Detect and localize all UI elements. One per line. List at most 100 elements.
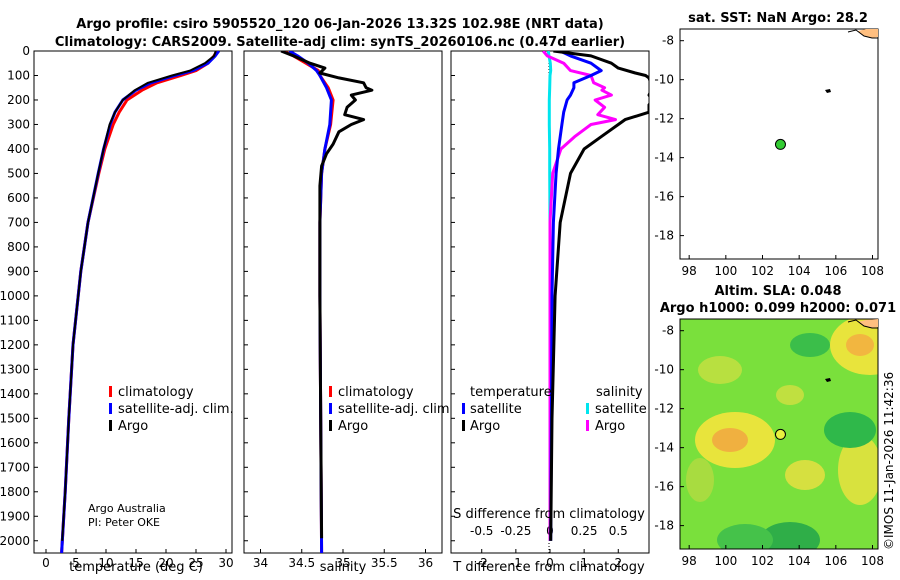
x-tick-label: -2 bbox=[476, 556, 488, 570]
legend-label-satellite: satellite-adj. clim. bbox=[338, 402, 454, 417]
map-lon-label: 102 bbox=[751, 554, 774, 568]
salinity-diff-tick-label: 0.25 bbox=[571, 524, 598, 538]
legend-label-temp-satellite: satellite bbox=[470, 402, 522, 417]
x-tick-label: 5 bbox=[72, 556, 80, 570]
sla-map-title-line2: Argo h1000: 0.099 h2000: 0.071 bbox=[660, 301, 896, 316]
x-tick-label: 15 bbox=[128, 556, 143, 570]
legend-swatch-satellite bbox=[109, 403, 112, 414]
map-lat-label: -10 bbox=[654, 363, 674, 377]
sal-argo-line bbox=[280, 51, 374, 539]
sst-map-axes: 98 100 102 104 106 108 -8 -10 -12 -14 -16 -18 bbox=[654, 34, 884, 278]
sal-diff-argo-line bbox=[542, 51, 617, 541]
temperature-lines bbox=[60, 51, 221, 553]
x-tick-label: 25 bbox=[188, 556, 203, 570]
legend-heading-temperature: temperature bbox=[470, 385, 552, 400]
salinity-legend: climatology satellite-adj. clim. Argo bbox=[329, 385, 454, 434]
depth-tick-label: 1000 bbox=[0, 289, 30, 303]
sla-patch bbox=[717, 524, 773, 549]
depth-tick-label: 0 bbox=[22, 44, 30, 58]
depth-tick-label: 800 bbox=[7, 240, 30, 254]
temperature-panel: 0100200300400500600700800900100011001200… bbox=[0, 44, 234, 575]
map-lat-label: -8 bbox=[662, 324, 674, 338]
legend-label-argo: Argo bbox=[118, 419, 148, 434]
legend-heading-salinity: salinity bbox=[596, 385, 643, 400]
x-tick-label: 35 bbox=[335, 556, 350, 570]
map-lat-label: -14 bbox=[654, 441, 674, 455]
sla-patch bbox=[686, 458, 714, 502]
salinity-panel: 34 34.5 35 35.5 36 salinity climatology sate… bbox=[243, 50, 454, 575]
temp-diff-argo-line bbox=[549, 51, 649, 541]
salinity-diff-tick-label: -0.5 bbox=[470, 524, 493, 538]
depth-tick-label: 1500 bbox=[0, 411, 30, 425]
difference-lines bbox=[542, 51, 649, 541]
legend-label-temp-argo: Argo bbox=[470, 419, 500, 434]
temperature-axis-label: temperature (deg C) bbox=[69, 560, 203, 575]
legend-swatch-temp-satellite bbox=[462, 403, 465, 414]
coastline bbox=[847, 319, 878, 329]
map-lon-label: 106 bbox=[824, 264, 847, 278]
sla-map-axes: 98 100 102 104 106 108 -8 -10 -12 -14 -16 -18 bbox=[654, 324, 884, 568]
salinity-diff-tick-label: 0.5 bbox=[609, 524, 628, 538]
map-lat-label: -16 bbox=[654, 480, 674, 494]
x-tick-label: 0 bbox=[42, 556, 50, 570]
depth-tick-label: 1800 bbox=[0, 485, 30, 499]
map-lon-label: 108 bbox=[861, 264, 884, 278]
sla-patch bbox=[846, 334, 874, 356]
x-tick-label: 34.5 bbox=[288, 556, 315, 570]
sla-patch bbox=[712, 428, 748, 452]
map-lon-label: 98 bbox=[682, 264, 697, 278]
profile-location-marker bbox=[774, 428, 786, 440]
sla-patch bbox=[785, 460, 825, 490]
legend-label-argo: Argo bbox=[338, 419, 368, 434]
depth-tick-label: 700 bbox=[7, 215, 30, 229]
sla-patch bbox=[838, 435, 878, 505]
coastline bbox=[847, 29, 878, 39]
difference-panel: -2 -1 0 1 2 -0.5 -0.25 0 0.25 0.5 T difference f… bbox=[450, 50, 650, 575]
salinity-lines bbox=[280, 51, 374, 553]
salinity-difference-axis-label: S difference from climatology bbox=[453, 507, 645, 522]
depth-tick-label: 1400 bbox=[0, 387, 30, 401]
x-tick-label: 10 bbox=[98, 556, 113, 570]
sst-map-panel: sat. SST: NaN Argo: 28.2 98 100 102 104 106 1… bbox=[654, 11, 884, 278]
temp-argo-line bbox=[61, 51, 217, 541]
map-lat-label: -8 bbox=[662, 34, 674, 48]
depth-tick-label: 300 bbox=[7, 117, 30, 131]
temp-diff-satellite-line bbox=[549, 51, 603, 541]
map-lat-label: -12 bbox=[654, 112, 674, 126]
profile-location-marker bbox=[774, 138, 786, 150]
temperature-legend: climatology satellite-adj. clim. Argo bbox=[109, 385, 234, 434]
depth-axis: 0 100 200 300 400 500 600 700 800 900 1000 1100 1200… bbox=[0, 44, 38, 548]
map-lat-label: -12 bbox=[654, 402, 674, 416]
difference-depth-ticks bbox=[451, 50, 455, 542]
map-lon-label: 98 bbox=[682, 554, 697, 568]
legend-label-sal-argo: Argo bbox=[595, 419, 625, 434]
x-tick-label: 1 bbox=[580, 556, 588, 570]
depth-tick-label: 600 bbox=[7, 191, 30, 205]
map-lon-label: 106 bbox=[824, 554, 847, 568]
sla-patch bbox=[760, 522, 820, 549]
temperature-axes-frame bbox=[33, 50, 233, 554]
temperature-x-axis: 0 5 10 15 20 25 30 bbox=[42, 549, 234, 570]
depth-tick-label: 2000 bbox=[0, 534, 30, 548]
difference-legend-temperature: temperature satellite Argo bbox=[462, 385, 552, 434]
legend-label-climatology: climatology bbox=[338, 385, 414, 400]
x-tick-label: 35.5 bbox=[371, 556, 398, 570]
depth-tick-label: 1300 bbox=[0, 362, 30, 376]
salinity-x-axis: 34 34.5 35 35.5 36 bbox=[253, 549, 433, 570]
legend-label-sal-satellite: satellite bbox=[595, 402, 647, 417]
legend-swatch-climatology bbox=[109, 386, 112, 397]
sla-map-title-line1: Altim. SLA: 0.048 bbox=[715, 284, 842, 299]
x-tick-label: 30 bbox=[218, 556, 233, 570]
depth-tick-label: 100 bbox=[7, 68, 30, 82]
x-tick-label: 20 bbox=[158, 556, 173, 570]
map-lon-label: 100 bbox=[714, 554, 737, 568]
map-lat-label: -18 bbox=[654, 229, 674, 243]
salinity-axis-label: salinity bbox=[320, 560, 367, 575]
salinity-axes-frame bbox=[243, 50, 443, 554]
legend-swatch-satellite bbox=[329, 403, 332, 414]
temperature-difference-x-axis: -2 -1 0 1 2 bbox=[476, 549, 622, 570]
legend-swatch-argo bbox=[329, 420, 332, 431]
credit-line2: PI: Peter OKE bbox=[88, 516, 160, 529]
x-tick-label: 36 bbox=[418, 556, 433, 570]
sst-map-title: sat. SST: NaN Argo: 28.2 bbox=[688, 11, 868, 26]
